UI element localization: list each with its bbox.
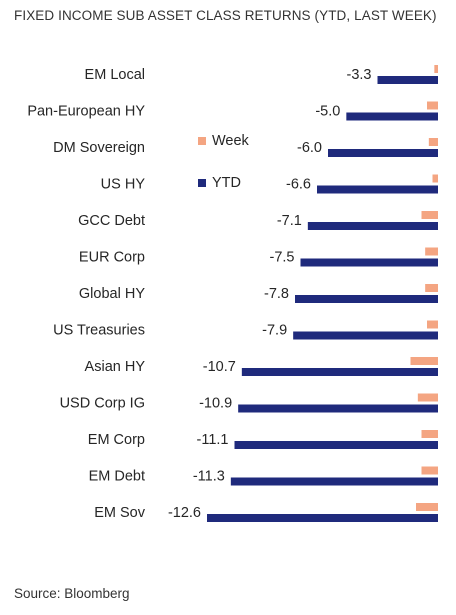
week-bar	[421, 430, 438, 438]
ytd-bar	[295, 295, 438, 303]
ytd-bar	[238, 404, 438, 413]
data-label: -5.0	[315, 104, 340, 120]
data-label: -10.9	[199, 396, 232, 412]
week-bar	[432, 174, 438, 183]
ytd-bar	[241, 368, 438, 376]
category-label: USD Corp IG	[60, 396, 145, 412]
data-label: -7.9	[262, 323, 287, 339]
week-bar	[421, 211, 438, 219]
data-label: -6.6	[286, 177, 311, 193]
data-label: -7.8	[264, 286, 289, 302]
ytd-bar	[300, 258, 438, 267]
category-label: EM Sov	[94, 505, 146, 521]
data-label: -7.5	[270, 250, 295, 266]
data-label: -3.3	[347, 67, 372, 83]
week-bar	[425, 247, 438, 256]
category-label: US Treasuries	[53, 323, 145, 339]
legend-swatch	[198, 179, 206, 187]
week-bar	[417, 393, 438, 402]
data-label: -10.7	[203, 359, 236, 375]
week-bar	[434, 65, 438, 73]
ytd-bar	[234, 441, 438, 449]
ytd-bar	[328, 149, 438, 157]
ytd-bar	[293, 331, 438, 340]
category-label: EM Local	[85, 67, 145, 83]
legend: Week YTD	[198, 133, 250, 191]
legend-entry: Week	[212, 133, 250, 149]
chart-source: Source: Bloomberg	[14, 586, 130, 601]
category-label: EUR Corp	[79, 250, 145, 266]
week-bar	[427, 320, 438, 329]
category-label: EM Corp	[88, 432, 145, 448]
week-bar	[427, 101, 438, 110]
data-label: -11.3	[193, 469, 225, 485]
data-label: -11.1	[197, 432, 229, 448]
category-label: Pan-European HY	[27, 104, 145, 120]
category-label: Global HY	[79, 286, 145, 302]
week-bar	[428, 138, 438, 146]
ytd-bar	[377, 76, 438, 84]
ytd-bar	[307, 222, 438, 230]
ytd-bar	[346, 112, 438, 121]
week-bar	[425, 284, 438, 292]
legend-entry: YTD	[212, 175, 241, 191]
category-label: Asian HY	[85, 359, 146, 375]
data-label: -12.6	[168, 505, 201, 521]
category-label: US HY	[101, 177, 146, 193]
ytd-bar	[230, 477, 438, 486]
data-label: -6.0	[297, 140, 322, 156]
week-bar	[416, 503, 438, 511]
category-label: DM Sovereign	[53, 140, 145, 156]
category-label: GCC Debt	[78, 213, 145, 229]
category-label: EM Debt	[89, 469, 145, 485]
chart-title: FIXED INCOME SUB ASSET CLASS RETURNS (YT…	[14, 8, 437, 23]
week-bar	[410, 357, 438, 365]
ytd-bar	[317, 185, 438, 194]
week-bar	[421, 466, 438, 475]
legend-swatch	[198, 137, 206, 145]
ytd-bar	[207, 514, 438, 522]
data-label: -7.1	[277, 213, 302, 229]
